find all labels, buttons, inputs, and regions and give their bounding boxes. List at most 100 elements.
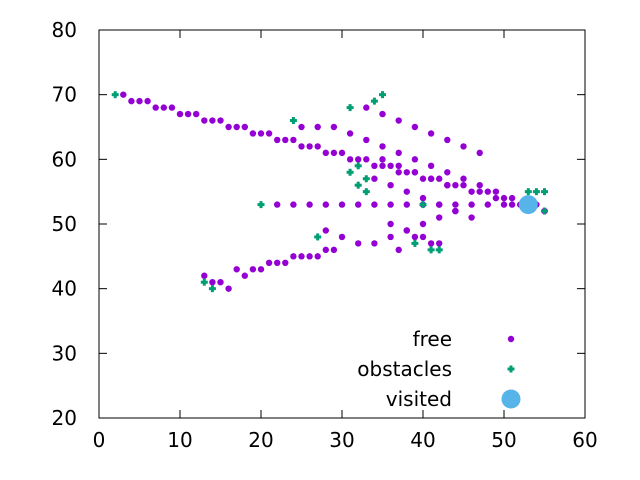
free-point bbox=[468, 188, 475, 195]
free-point bbox=[168, 104, 176, 111]
obstacles-point bbox=[354, 162, 362, 170]
free-point bbox=[136, 97, 143, 105]
free-point bbox=[274, 201, 281, 208]
free-point bbox=[460, 175, 467, 182]
free-point bbox=[419, 220, 427, 228]
obstacles-point-v bbox=[202, 278, 206, 286]
free-point bbox=[355, 156, 362, 163]
free-point bbox=[436, 175, 443, 182]
free-point bbox=[379, 110, 386, 118]
free-point bbox=[403, 169, 410, 176]
free-point bbox=[128, 97, 135, 105]
chart-marks bbox=[111, 91, 548, 293]
y-tick-label: 70 bbox=[52, 83, 77, 107]
free-point bbox=[395, 117, 402, 124]
free-point bbox=[492, 194, 500, 202]
free-point bbox=[330, 246, 338, 254]
free-point bbox=[476, 182, 483, 189]
free-point bbox=[257, 266, 265, 273]
free-point bbox=[387, 182, 394, 189]
free-point bbox=[379, 143, 386, 150]
free-point bbox=[193, 110, 200, 118]
y-tick-label: 80 bbox=[52, 18, 77, 42]
y-tick-label: 30 bbox=[52, 341, 77, 365]
obstacles-point-v bbox=[348, 104, 352, 112]
free-point bbox=[322, 227, 329, 234]
free-point bbox=[298, 143, 305, 150]
y-tick-label: 40 bbox=[52, 277, 77, 301]
free-point bbox=[387, 201, 394, 208]
free-point bbox=[274, 136, 281, 144]
free-point bbox=[403, 227, 410, 234]
free-point bbox=[290, 253, 297, 260]
free-point bbox=[403, 201, 410, 208]
obstacles-point-v bbox=[437, 246, 441, 254]
obstacles-point bbox=[435, 246, 443, 254]
free-point bbox=[184, 110, 192, 118]
free-point bbox=[476, 188, 483, 195]
obstacles-point-v bbox=[210, 285, 214, 293]
free-point bbox=[411, 169, 419, 176]
free-point bbox=[314, 123, 321, 131]
free-point bbox=[419, 175, 427, 182]
free-point bbox=[476, 149, 483, 157]
free-point bbox=[492, 188, 500, 195]
obstacles-point bbox=[200, 278, 208, 286]
free-point bbox=[371, 201, 378, 208]
free-point bbox=[346, 130, 354, 137]
obstacles-point-v bbox=[526, 188, 530, 196]
x-tick-label: 0 bbox=[93, 428, 106, 452]
x-tick-label: 30 bbox=[329, 428, 354, 452]
free-point bbox=[249, 266, 257, 273]
obstacles-point bbox=[208, 285, 216, 293]
free-point bbox=[403, 188, 410, 195]
free-point bbox=[444, 136, 451, 144]
free-point bbox=[411, 156, 419, 163]
free-point bbox=[225, 123, 232, 131]
free-point bbox=[484, 201, 491, 208]
obstacles-point-v bbox=[356, 162, 360, 170]
obstacles-point bbox=[541, 188, 548, 196]
free-point bbox=[282, 259, 289, 266]
obstacles-point-v bbox=[543, 188, 546, 196]
free-point bbox=[379, 162, 386, 169]
obstacles-point-v bbox=[316, 233, 320, 241]
free-point bbox=[363, 136, 370, 144]
obstacles-point bbox=[541, 207, 548, 215]
free-point bbox=[241, 123, 248, 131]
free-point bbox=[387, 233, 394, 241]
free-point bbox=[452, 182, 459, 189]
obstacles-point-v bbox=[543, 207, 546, 215]
axis-ticks: 0 10 20 30 40 50 60 20 30 40 50 60 70 80 bbox=[52, 18, 598, 452]
y-tick-label: 60 bbox=[52, 147, 77, 171]
free-point bbox=[160, 104, 167, 111]
x-tick-label: 40 bbox=[410, 428, 435, 452]
obstacles-point-v bbox=[364, 188, 368, 196]
free-point bbox=[233, 266, 240, 273]
free-point bbox=[371, 175, 378, 182]
y-tick-label: 50 bbox=[52, 212, 77, 236]
free-point bbox=[290, 136, 297, 144]
free-point bbox=[282, 136, 289, 144]
free-point bbox=[508, 194, 516, 202]
free-point bbox=[298, 253, 305, 260]
free-point bbox=[436, 201, 443, 208]
free-point bbox=[314, 253, 321, 260]
free-point bbox=[201, 117, 208, 124]
legend-label-visited: visited bbox=[386, 387, 452, 411]
free-point bbox=[387, 220, 394, 228]
free-point bbox=[120, 91, 127, 98]
legend-marker-obstacles bbox=[507, 365, 515, 373]
obstacles-point bbox=[379, 91, 386, 99]
free-point bbox=[500, 201, 508, 208]
legend-marker-free bbox=[507, 335, 515, 343]
legend-marker-visited bbox=[501, 389, 521, 409]
free-point bbox=[265, 259, 273, 266]
legend-label-free: free bbox=[413, 327, 452, 351]
free-point bbox=[338, 201, 346, 208]
free-point bbox=[265, 130, 273, 137]
free-point bbox=[452, 207, 459, 215]
free-point bbox=[338, 233, 346, 241]
obstacles-point-v bbox=[413, 239, 417, 247]
free-point bbox=[411, 233, 419, 241]
